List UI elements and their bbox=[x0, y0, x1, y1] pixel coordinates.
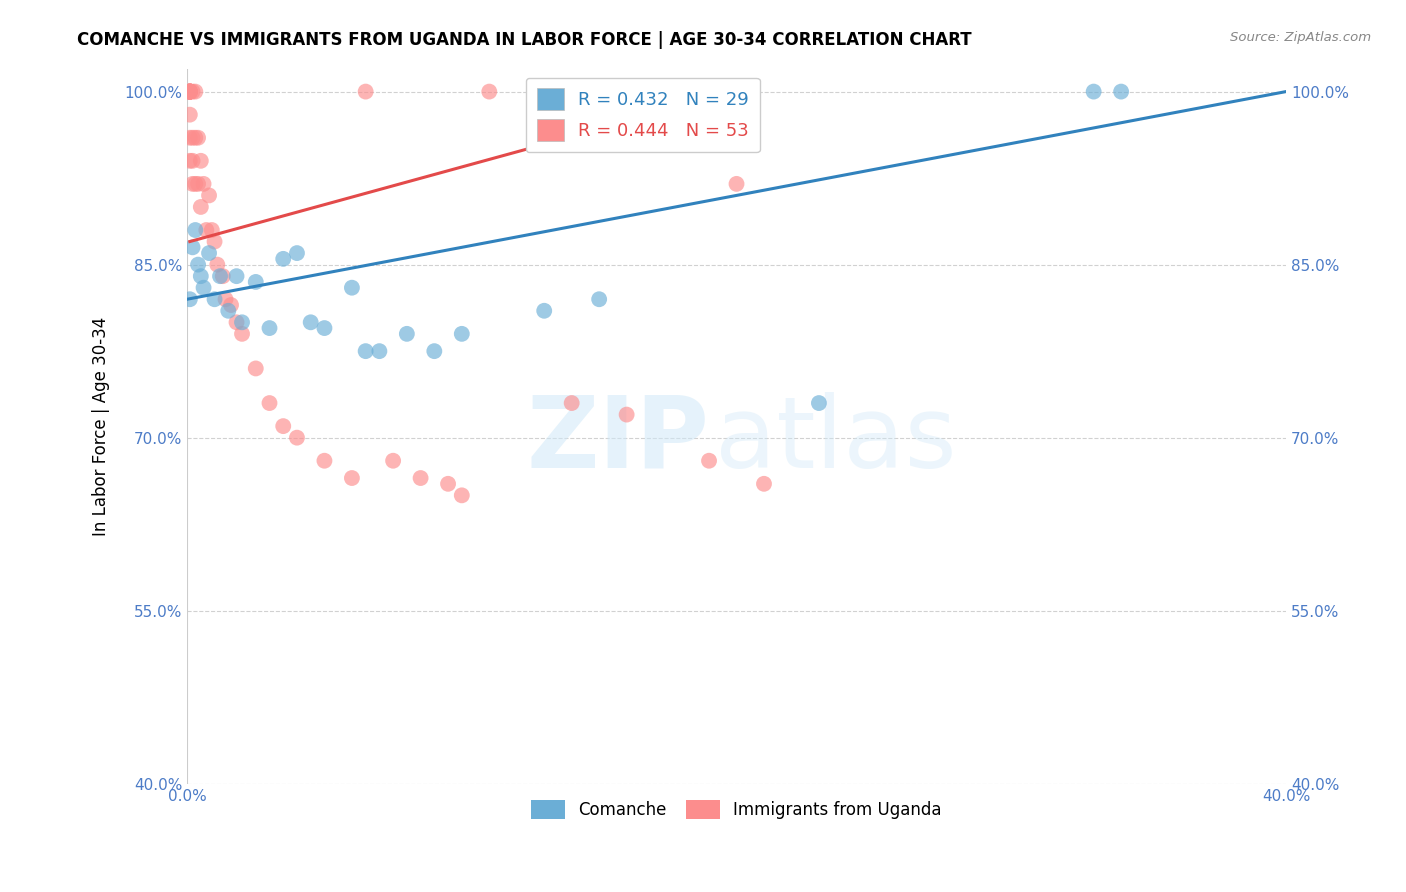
Point bbox=[231, 315, 253, 329]
Point bbox=[184, 177, 207, 191]
Y-axis label: In Labor Force | Age 30-34: In Labor Force | Age 30-34 bbox=[93, 317, 110, 536]
Point bbox=[193, 281, 215, 295]
Point bbox=[201, 223, 224, 237]
Point bbox=[259, 396, 281, 410]
Point bbox=[179, 85, 201, 99]
Point bbox=[340, 471, 363, 485]
Point bbox=[179, 85, 201, 99]
Point bbox=[198, 188, 221, 202]
Point bbox=[354, 85, 377, 99]
Point bbox=[217, 303, 239, 318]
Point bbox=[437, 476, 460, 491]
Point bbox=[190, 269, 212, 284]
Point bbox=[179, 85, 201, 99]
Point bbox=[285, 431, 308, 445]
Point bbox=[299, 315, 322, 329]
Point bbox=[478, 85, 501, 99]
Point bbox=[245, 275, 267, 289]
Point bbox=[314, 454, 336, 468]
Point bbox=[179, 85, 201, 99]
Point bbox=[395, 326, 418, 341]
Point bbox=[450, 326, 472, 341]
Point bbox=[450, 488, 472, 502]
Point bbox=[752, 476, 775, 491]
Point bbox=[368, 344, 391, 359]
Point bbox=[209, 269, 232, 284]
Point bbox=[179, 85, 201, 99]
Point bbox=[207, 258, 229, 272]
Point bbox=[187, 177, 209, 191]
Point bbox=[187, 258, 209, 272]
Point bbox=[533, 303, 555, 318]
Point bbox=[697, 454, 720, 468]
Point bbox=[616, 408, 638, 422]
Point bbox=[354, 344, 377, 359]
Point bbox=[271, 419, 294, 434]
Point bbox=[588, 292, 610, 306]
Point bbox=[179, 85, 201, 99]
Text: Source: ZipAtlas.com: Source: ZipAtlas.com bbox=[1230, 31, 1371, 45]
Point bbox=[184, 223, 207, 237]
Point bbox=[179, 85, 201, 99]
Point bbox=[1109, 85, 1132, 99]
Point bbox=[179, 85, 201, 99]
Point bbox=[271, 252, 294, 266]
Point bbox=[179, 130, 201, 145]
Point bbox=[187, 130, 209, 145]
Point bbox=[204, 235, 226, 249]
Point bbox=[179, 85, 201, 99]
Point bbox=[725, 177, 748, 191]
Text: atlas: atlas bbox=[714, 392, 956, 489]
Point bbox=[179, 85, 201, 99]
Point bbox=[190, 153, 212, 168]
Point bbox=[181, 130, 204, 145]
Legend: Comanche, Immigrants from Uganda: Comanche, Immigrants from Uganda bbox=[524, 793, 948, 825]
Point bbox=[231, 326, 253, 341]
Point bbox=[314, 321, 336, 335]
Point bbox=[181, 177, 204, 191]
Point bbox=[179, 153, 201, 168]
Point bbox=[181, 85, 204, 99]
Point bbox=[179, 292, 201, 306]
Point bbox=[561, 396, 583, 410]
Text: COMANCHE VS IMMIGRANTS FROM UGANDA IN LABOR FORCE | AGE 30-34 CORRELATION CHART: COMANCHE VS IMMIGRANTS FROM UGANDA IN LA… bbox=[77, 31, 972, 49]
Point bbox=[198, 246, 221, 260]
Point bbox=[245, 361, 267, 376]
Text: ZIP: ZIP bbox=[526, 392, 709, 489]
Point bbox=[259, 321, 281, 335]
Point bbox=[340, 281, 363, 295]
Point bbox=[184, 85, 207, 99]
Point bbox=[190, 200, 212, 214]
Point bbox=[181, 153, 204, 168]
Point bbox=[181, 240, 204, 254]
Point bbox=[184, 130, 207, 145]
Point bbox=[1083, 85, 1105, 99]
Point bbox=[807, 396, 830, 410]
Point bbox=[409, 471, 432, 485]
Point bbox=[195, 223, 218, 237]
Point bbox=[214, 292, 236, 306]
Point bbox=[285, 246, 308, 260]
Point bbox=[423, 344, 446, 359]
Point bbox=[219, 298, 242, 312]
Point bbox=[225, 315, 247, 329]
Point bbox=[204, 292, 226, 306]
Point bbox=[382, 454, 405, 468]
Point bbox=[179, 108, 201, 122]
Point bbox=[211, 269, 233, 284]
Point bbox=[193, 177, 215, 191]
Point bbox=[179, 85, 201, 99]
Point bbox=[225, 269, 247, 284]
